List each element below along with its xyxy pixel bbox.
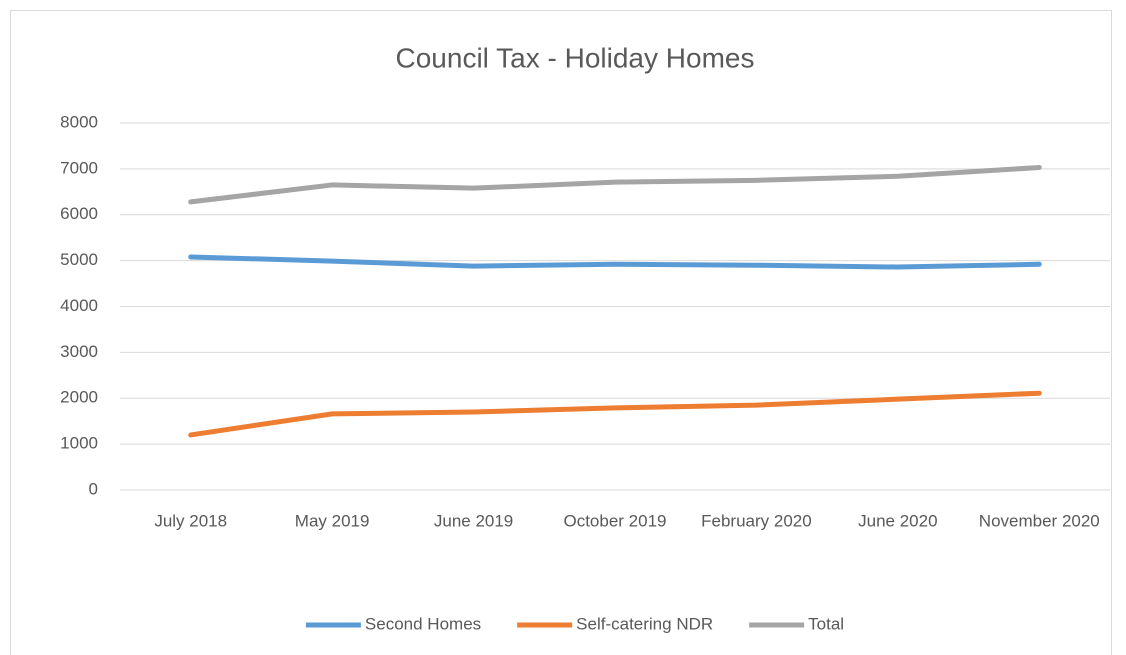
series-line	[188, 164, 1042, 205]
x-tick-label: February 2020	[701, 511, 812, 530]
y-tick-label: 2000	[60, 388, 98, 407]
x-tick-label: November 2020	[979, 511, 1100, 530]
legend-label: Total	[808, 614, 844, 633]
chart-frame	[10, 10, 1112, 655]
legend-label: Self-catering NDR	[576, 614, 713, 633]
y-tick-label: 8000	[60, 112, 98, 131]
y-tick-label: 7000	[60, 158, 98, 177]
y-tick-label: 3000	[60, 342, 98, 361]
y-tick-label: 6000	[60, 204, 98, 223]
chart-title: Council Tax - Holiday Homes	[396, 42, 755, 73]
x-tick-label: May 2019	[295, 511, 370, 530]
series-line	[188, 390, 1042, 438]
x-tick-label: October 2019	[563, 511, 666, 530]
series-line	[188, 254, 1042, 270]
y-tick-label: 5000	[60, 250, 98, 269]
y-tick-label: 1000	[60, 434, 98, 453]
x-tick-label: June 2019	[434, 511, 513, 530]
x-tick-label: June 2020	[858, 511, 937, 530]
y-tick-label: 0	[89, 479, 98, 498]
y-tick-label: 4000	[60, 296, 98, 315]
x-tick-label: July 2018	[154, 511, 227, 530]
legend-label: Second Homes	[365, 614, 481, 633]
